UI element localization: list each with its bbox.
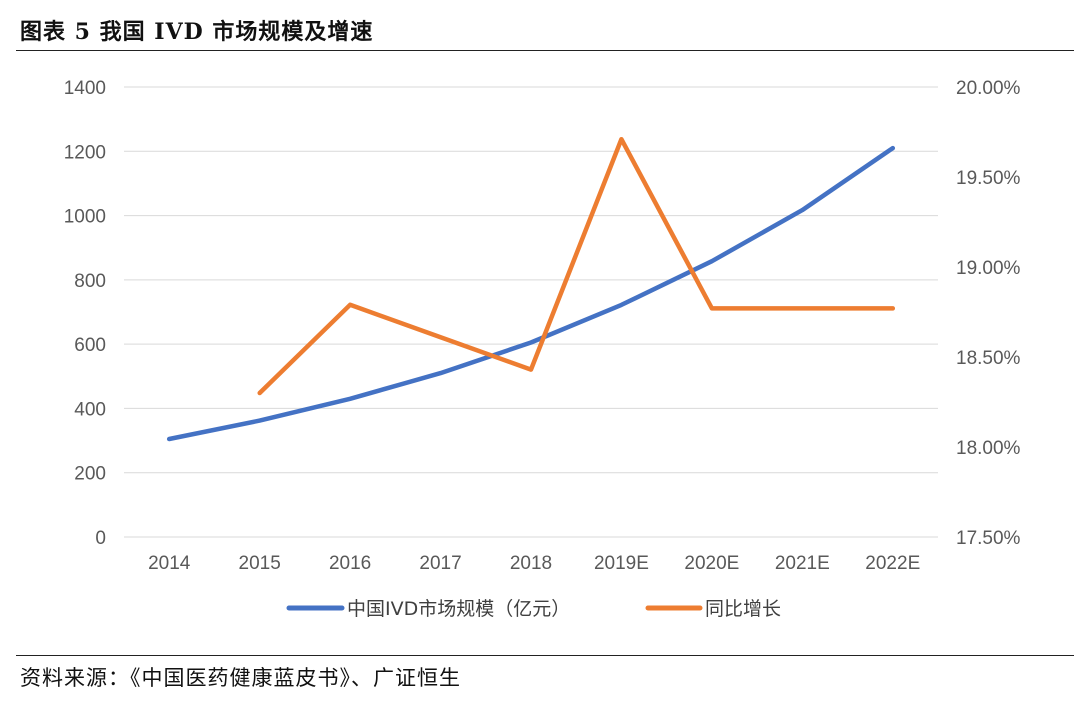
left-tick-label: 0	[95, 528, 106, 549]
source-note: 资料来源：《中国医药健康蓝皮书》、广证恒生	[20, 666, 461, 690]
left-tick-label: 1400	[64, 78, 106, 99]
left-tick-label: 400	[74, 399, 106, 420]
x-tick-label: 2020E	[684, 553, 739, 574]
x-tick-label: 2014	[148, 553, 191, 574]
legend: 中国IVD市场规模（亿元） 同比增长	[286, 598, 781, 620]
left-tick-label: 600	[74, 335, 106, 356]
left-tick-label: 800	[74, 271, 106, 292]
series-line-1	[166, 145, 896, 442]
title-divider	[16, 50, 1074, 51]
left-tick-label: 1200	[64, 142, 106, 163]
right-tick-label: 17.50%	[956, 528, 1021, 549]
x-tick-label: 2022E	[865, 553, 920, 574]
x-tick-label: 2016	[329, 553, 371, 574]
left-tick-label: 200	[74, 464, 106, 485]
left-tick-label: 1000	[64, 207, 106, 228]
right-axis-ticks: 17.50% 18.00% 18.50% 19.00% 19.50% 20.00%	[956, 78, 1021, 549]
figure-title: 图表 5 我国 IVD 市场规模及增速	[20, 19, 374, 45]
x-axis-ticks: 2014 2015 2016 2017 2018 2019E 2020E 2021E 2022E	[148, 553, 920, 574]
series-line-2	[257, 136, 896, 396]
right-tick-label: 20.00%	[956, 78, 1021, 99]
gridlines	[124, 86, 938, 538]
x-tick-label: 2018	[510, 553, 552, 574]
right-tick-label: 19.00%	[956, 258, 1021, 279]
right-tick-label: 19.50%	[956, 168, 1021, 189]
right-tick-label: 18.00%	[956, 438, 1021, 459]
series-lines	[166, 136, 896, 442]
x-tick-label: 2015	[239, 553, 281, 574]
x-tick-label: 2017	[419, 553, 461, 574]
x-tick-label: 2021E	[775, 553, 830, 574]
x-tick-label: 2019E	[594, 553, 649, 574]
legend-label: 中国IVD市场规模（亿元）	[347, 598, 570, 620]
legend-label: 同比增长	[705, 598, 781, 620]
right-tick-label: 18.50%	[956, 348, 1021, 369]
left-axis-ticks: 0 200 400 600 800 1000 1200 1400	[64, 78, 106, 549]
source-divider	[16, 655, 1074, 656]
